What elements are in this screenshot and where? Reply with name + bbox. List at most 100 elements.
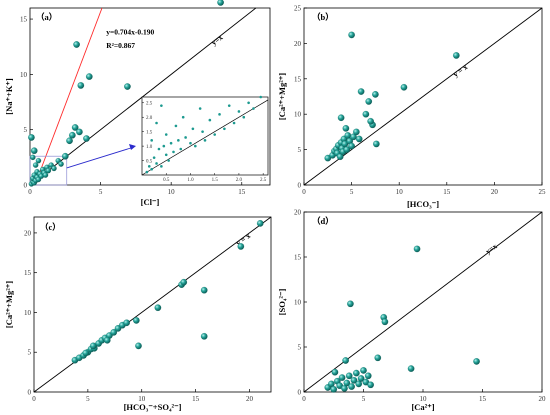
x-tick-label: 15 (479, 395, 487, 403)
inset-data-point (172, 150, 175, 154)
x-tick-label: 25 (539, 188, 547, 196)
data-point (348, 383, 355, 390)
y-tick-label: 20 (294, 40, 302, 48)
y-axis-label: [SO₄²⁻] (277, 289, 287, 316)
x-tick-label: 15 (238, 188, 246, 196)
data-point (123, 319, 130, 327)
data-point (85, 73, 93, 80)
data-point (42, 172, 49, 178)
x-tick-label: 20 (491, 188, 499, 196)
inset-data-point (155, 121, 158, 125)
data-point (66, 137, 73, 145)
inset-x-tick-label: 2.0 (236, 178, 243, 183)
y-tick-label: 15 (294, 254, 302, 262)
data-point (342, 125, 350, 132)
data-point (350, 376, 358, 384)
y-tick-label: 15 (294, 75, 302, 83)
inset-x-tick-label: 1.0 (187, 178, 194, 183)
data-point (32, 162, 39, 168)
data-point (347, 300, 354, 308)
data-point (30, 154, 36, 161)
inset-data-point (242, 115, 246, 119)
y-tick-label: 10 (294, 299, 302, 307)
y-tick-label: 15 (20, 16, 28, 24)
data-point (343, 146, 351, 153)
data-point (110, 329, 118, 336)
inset-data-point (184, 136, 187, 139)
x-tick-label: 5 (99, 188, 103, 196)
data-point (367, 117, 374, 125)
x-tick-label: 0 (28, 188, 32, 196)
x-tick-label: 5 (362, 395, 366, 403)
data-point (357, 88, 365, 95)
data-point (374, 354, 382, 362)
inset-data-point (203, 139, 207, 142)
panel-label: （a） (36, 12, 57, 22)
inset-data-point (155, 162, 158, 165)
inset-data-point (247, 101, 250, 105)
data-point (360, 367, 367, 374)
data-point (256, 220, 264, 227)
zoom-arrow (66, 146, 135, 169)
data-point (58, 161, 64, 167)
inset-data-point (252, 107, 255, 110)
data-point (344, 132, 352, 139)
inset-frame (141, 96, 269, 176)
data-point (362, 110, 370, 118)
data-point (28, 134, 35, 141)
data-point (237, 243, 245, 250)
data-point (69, 131, 76, 139)
data-point (124, 83, 131, 90)
inset-x-tick-label: 0.5 (163, 178, 170, 183)
y-tick-label: 0 (24, 182, 28, 190)
x-axis-label: [HCO₃⁻] (407, 199, 439, 209)
inset-data-point (213, 133, 216, 136)
x-tick-label: 10 (420, 395, 428, 403)
inset-y-tick-label: 1.0 (146, 145, 153, 150)
inset-y-tick-label: 2.0 (146, 116, 153, 121)
data-point (381, 318, 389, 326)
data-point (345, 372, 353, 380)
data-point (337, 114, 345, 122)
data-point (348, 31, 355, 39)
data-point (51, 165, 57, 172)
y-tick-label: 5 (298, 146, 302, 154)
one-to-one-line (303, 7, 543, 186)
x-axis-label: [Ca²⁺] (411, 402, 434, 412)
x-tick-label: 0 (302, 188, 306, 196)
x-tick-label: 10 (168, 188, 176, 196)
inset-data-point (198, 107, 202, 110)
inset-data-point (201, 130, 204, 133)
plot-frame (33, 216, 272, 393)
x-tick-label: 15 (443, 188, 451, 196)
inset-data-point (160, 104, 163, 107)
inset-data-point (189, 141, 192, 145)
inset-data-point (194, 144, 197, 148)
data-point (342, 357, 349, 364)
inset-one-to-one-line (141, 99, 269, 176)
data-point (83, 135, 90, 142)
inset-data-point (145, 170, 149, 174)
data-point (200, 333, 208, 340)
data-point (355, 135, 363, 143)
data-point (355, 380, 363, 388)
inset-data-point (164, 153, 168, 157)
data-point (133, 317, 140, 324)
data-point (453, 52, 460, 59)
inset-data-point (223, 127, 226, 131)
data-point (341, 385, 348, 392)
data-point (45, 167, 52, 174)
inset-data-point (208, 118, 212, 122)
y-axis-label: [Na⁺+K⁺] (4, 78, 14, 115)
inset-data-point (157, 147, 161, 151)
x-tick-label: 5 (350, 188, 354, 196)
x-tick-label: 15 (192, 395, 200, 403)
inset-y-tick-label: 1.5 (146, 130, 153, 135)
data-point (364, 372, 372, 380)
data-point (61, 152, 69, 160)
data-point (372, 91, 379, 98)
data-point (357, 375, 365, 382)
x-tick-label: 20 (539, 395, 547, 403)
inset-y-tick-label: 0.5 (146, 159, 153, 164)
